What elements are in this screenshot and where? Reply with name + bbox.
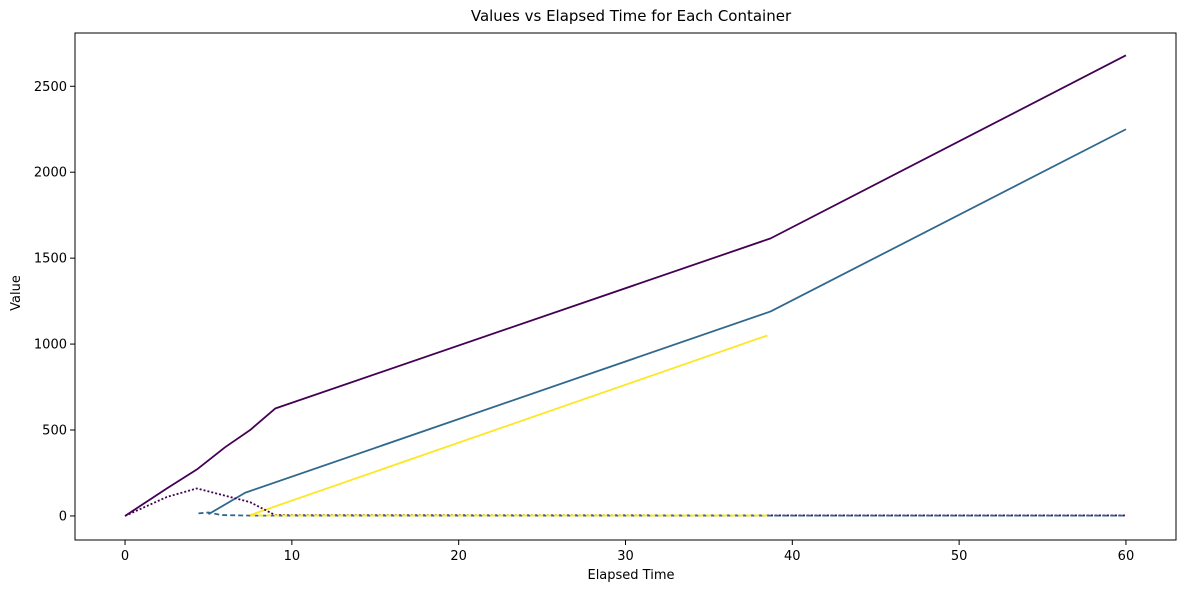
series-line-1	[124, 54, 1127, 517]
series-line-5	[198, 511, 1126, 517]
y-tick-label: 500	[42, 424, 67, 439]
series-line-3	[249, 334, 768, 516]
y-tick-label: 0	[59, 509, 67, 524]
x-tick-label: 60	[1118, 549, 1135, 564]
y-tick-label: 1500	[34, 252, 67, 267]
y-tick-label: 2500	[34, 80, 67, 95]
x-tick-label: 20	[450, 549, 467, 564]
x-tick-label: 10	[284, 549, 301, 564]
y-tick-label: 1000	[34, 338, 67, 353]
y-tick-label: 2000	[34, 166, 67, 181]
x-tick-label: 30	[617, 549, 634, 564]
x-tick-label: 40	[784, 549, 801, 564]
axes-layer: 0 10 20 30 40 50 60 0 500 1000 1500 2000 2500	[34, 32, 1177, 564]
x-tick-label: 50	[951, 549, 968, 564]
x-tick-label: 0	[121, 549, 129, 564]
series-layer	[124, 54, 1127, 517]
series-line-2	[207, 128, 1127, 515]
x-axis-label: Elapsed Time	[587, 568, 674, 583]
chart-title: Values vs Elapsed Time for Each Containe…	[471, 7, 792, 25]
y-axis-label: Value	[9, 275, 24, 311]
